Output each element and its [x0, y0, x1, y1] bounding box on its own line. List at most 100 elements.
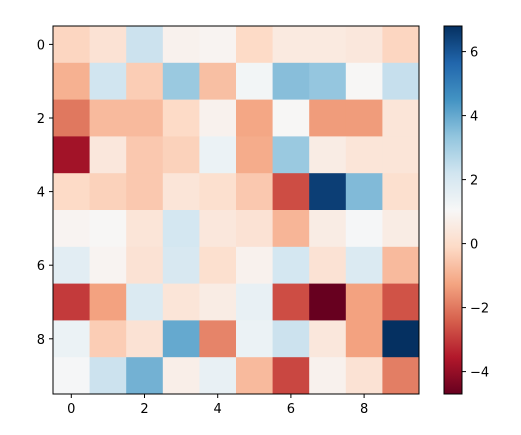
colorbar-axis: 6 4 2 0 −2 −4 [462, 46, 489, 381]
heatmap-cell-r5-c2 [126, 210, 164, 248]
x-tick-label-1: 2 [140, 402, 148, 417]
heatmap-cell-r3-c6 [272, 136, 310, 174]
x-axis: 0 2 4 6 8 [67, 394, 368, 417]
y-tick-label-4: 8 [37, 333, 45, 348]
heatmap-cell-r7-c1 [89, 283, 127, 321]
x-tick-label-4: 8 [360, 402, 368, 417]
x-tick-label-2: 4 [214, 402, 222, 417]
heatmap-cell-r8-c2 [126, 320, 164, 358]
heatmap-cell-r3-c8 [345, 136, 383, 174]
heatmap-cell-r6-c1 [89, 246, 127, 284]
heatmap-cell-r7-c8 [345, 283, 383, 321]
heatmap-cell-r6-c3 [162, 246, 200, 284]
heatmap-cell-r2-c7 [309, 99, 347, 137]
y-axis: 0 2 4 6 8 [37, 38, 53, 348]
heatmap-cell-r8-c3 [162, 320, 200, 358]
heatmap-cell-r3-c4 [199, 136, 237, 174]
heatmap-cell-r9-c5 [236, 357, 273, 395]
heatmap-cell-r4-c4 [199, 173, 237, 211]
y-tick-label-3: 6 [37, 259, 45, 274]
heatmap-cell-r2-c1 [89, 99, 127, 137]
heatmap-cell-r5-c1 [89, 210, 127, 248]
heatmap-cell-r6-c4 [199, 246, 237, 284]
heatmap-cell-r8-c8 [345, 320, 383, 358]
heatmap-cell-r9-c6 [272, 357, 310, 395]
heatmap-cell-r2-c6 [272, 99, 310, 137]
heatmap-cell-r0-c3 [162, 26, 200, 64]
heatmap-cell-r5-c7 [309, 210, 347, 248]
heatmap-cell-r5-c8 [345, 210, 383, 248]
heatmap-cell-r3-c7 [309, 136, 347, 174]
y-tick-label-2: 4 [37, 186, 45, 201]
heatmap-cell-r1-c5 [236, 62, 273, 100]
heatmap-cell-r6-c2 [126, 246, 164, 284]
heatmap-cell-r1-c3 [162, 62, 200, 100]
heatmap-cell-r8-c6 [272, 320, 310, 358]
heatmap-cell-r7-c6 [272, 283, 310, 321]
heatmap-cell-r4-c8 [345, 173, 383, 211]
heatmap-cells [53, 26, 420, 395]
heatmap-cell-r6-c5 [236, 246, 273, 284]
heatmap-cell-r5-c0 [53, 210, 90, 248]
y-tick-label-1: 2 [37, 112, 45, 127]
heatmap-cell-r1-c9 [382, 62, 420, 100]
heatmap-cell-r4-c1 [89, 173, 127, 211]
heatmap-cell-r5-c5 [236, 210, 273, 248]
heatmap-cell-r0-c9 [382, 26, 420, 64]
heatmap-cell-r8-c9 [382, 320, 420, 358]
heatmap-cell-r2-c0 [53, 99, 90, 137]
heatmap-cell-r5-c6 [272, 210, 310, 248]
heatmap-cell-r0-c4 [199, 26, 237, 64]
heatmap-cell-r7-c4 [199, 283, 237, 321]
heatmap-cell-r6-c6 [272, 246, 310, 284]
heatmap-cell-r6-c9 [382, 246, 420, 284]
heatmap-cell-r4-c9 [382, 173, 420, 211]
y-tick-label-0: 0 [37, 38, 45, 53]
x-tick-label-3: 6 [287, 402, 295, 417]
heatmap-cell-r3-c3 [162, 136, 200, 174]
heatmap-cell-r0-c6 [272, 26, 310, 64]
heatmap-cell-r8-c7 [309, 320, 347, 358]
heatmap-cell-r7-c0 [53, 283, 90, 321]
colorbar-tick-label-5: −4 [470, 366, 489, 381]
heatmap-cell-r7-c5 [236, 283, 273, 321]
heatmap-cell-r3-c5 [236, 136, 273, 174]
heatmap-cell-r1-c4 [199, 62, 237, 100]
heatmap-cell-r9-c8 [345, 357, 383, 395]
heatmap-cell-r8-c1 [89, 320, 127, 358]
heatmap-cell-r0-c2 [126, 26, 164, 64]
colorbar-tick-label-0: 6 [470, 46, 478, 61]
heatmap-cell-r2-c2 [126, 99, 164, 137]
colorbar-tick-label-4: −2 [470, 302, 489, 317]
colorbar [444, 26, 462, 394]
heatmap-cell-r0-c5 [236, 26, 273, 64]
colorbar-tick-label-2: 2 [470, 174, 478, 189]
heatmap-cell-r8-c4 [199, 320, 237, 358]
heatmap-cell-r8-c0 [53, 320, 90, 358]
heatmap-cell-r7-c7 [309, 283, 347, 321]
heatmap-cell-r0-c8 [345, 26, 383, 64]
heatmap-cell-r3-c9 [382, 136, 420, 174]
heatmap-cell-r3-c1 [89, 136, 127, 174]
heatmap-cell-r2-c5 [236, 99, 273, 137]
heatmap-cell-r1-c0 [53, 62, 90, 100]
heatmap-cell-r2-c9 [382, 99, 420, 137]
heatmap-cell-r9-c2 [126, 357, 164, 395]
heatmap-cell-r2-c4 [199, 99, 237, 137]
heatmap-cell-r7-c3 [162, 283, 200, 321]
colorbar-frame [443, 25, 463, 395]
heatmap-cell-r0-c7 [309, 26, 347, 64]
heatmap-cell-r4-c7 [309, 173, 347, 211]
heatmap-cell-r1-c2 [126, 62, 164, 100]
heatmap-cell-r4-c6 [272, 173, 310, 211]
heatmap-cell-r1-c8 [345, 62, 383, 100]
heatmap-cell-r0-c1 [89, 26, 127, 64]
x-tick-label-0: 0 [67, 402, 75, 417]
heatmap-cell-r3-c0 [53, 136, 90, 174]
heatmap-cell-r1-c6 [272, 62, 310, 100]
heatmap-cell-r9-c9 [382, 357, 420, 395]
heatmap-cell-r9-c3 [162, 357, 200, 395]
heatmap-cell-r5-c4 [199, 210, 237, 248]
